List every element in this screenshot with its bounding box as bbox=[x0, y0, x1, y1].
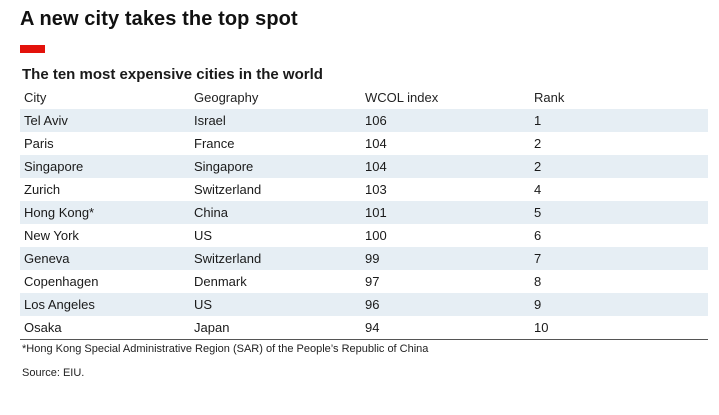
city-cell: Copenhagen bbox=[24, 274, 99, 289]
table-row: Osaka Japan 94 10 bbox=[20, 316, 708, 339]
geography-cell: Japan bbox=[194, 320, 230, 335]
wcol-index-cell: 100 bbox=[365, 228, 387, 243]
rank-cell: 7 bbox=[534, 251, 542, 266]
data-table: City Geography WCOL index Rank Tel Aviv I… bbox=[20, 87, 708, 340]
rank-cell: 9 bbox=[534, 297, 542, 312]
geography-cell: Singapore bbox=[194, 159, 254, 174]
footnote: *Hong Kong Special Administrative Region… bbox=[22, 343, 429, 355]
source-note: Source: EIU. bbox=[22, 367, 85, 379]
wcol-index-cell: 94 bbox=[365, 320, 380, 335]
column-header-city: City bbox=[24, 90, 47, 105]
table-row: Los Angeles US 96 9 bbox=[20, 293, 708, 316]
table-body: Tel Aviv Israel 106 1 Paris France 104 2 Singapo… bbox=[20, 109, 708, 339]
table-row: Paris France 104 2 bbox=[20, 132, 708, 155]
city-cell: Los Angeles bbox=[24, 297, 95, 312]
city-cell: Hong Kong* bbox=[24, 205, 95, 220]
rank-cell: 1 bbox=[534, 113, 542, 128]
geography-cell: France bbox=[194, 136, 235, 151]
table-bottom-rule bbox=[20, 339, 708, 340]
geography-cell: Israel bbox=[194, 113, 226, 128]
rank-cell: 10 bbox=[534, 320, 549, 335]
rank-cell: 8 bbox=[534, 274, 542, 289]
city-cell: Tel Aviv bbox=[24, 113, 68, 128]
rank-cell: 5 bbox=[534, 205, 542, 220]
column-header-geography: Geography bbox=[194, 90, 259, 105]
accent-bar bbox=[20, 45, 45, 53]
geography-cell: Switzerland bbox=[194, 182, 262, 197]
column-header-wcol-index: WCOL index bbox=[365, 90, 439, 105]
rank-cell: 6 bbox=[534, 228, 542, 243]
geography-cell: China bbox=[194, 205, 228, 220]
page-title: A new city takes the top spot bbox=[20, 8, 298, 30]
wcol-index-cell: 106 bbox=[365, 113, 387, 128]
geography-cell: Denmark bbox=[194, 274, 247, 289]
table-header-row: City Geography WCOL index Rank bbox=[20, 87, 708, 109]
table-row: Zurich Switzerland 103 4 bbox=[20, 178, 708, 201]
table-row: Geneva Switzerland 99 7 bbox=[20, 247, 708, 270]
city-cell: Paris bbox=[24, 136, 54, 151]
table-row: Tel Aviv Israel 106 1 bbox=[20, 109, 708, 132]
table-title: The ten most expensive cities in the wor… bbox=[22, 66, 323, 83]
city-cell: Zurich bbox=[24, 182, 61, 197]
table-row: New York US 100 6 bbox=[20, 224, 708, 247]
wcol-index-cell: 99 bbox=[365, 251, 380, 266]
wcol-index-cell: 97 bbox=[365, 274, 380, 289]
table-row: Copenhagen Denmark 97 8 bbox=[20, 270, 708, 293]
rank-cell: 2 bbox=[534, 159, 542, 174]
wcol-index-cell: 104 bbox=[365, 136, 387, 151]
table-row: Hong Kong* China 101 5 bbox=[20, 201, 708, 224]
city-cell: Singapore bbox=[24, 159, 84, 174]
column-header-rank: Rank bbox=[534, 90, 565, 105]
geography-cell: Switzerland bbox=[194, 251, 262, 266]
city-cell: New York bbox=[24, 228, 79, 243]
wcol-index-cell: 104 bbox=[365, 159, 387, 174]
city-cell: Osaka bbox=[24, 320, 62, 335]
wcol-index-cell: 101 bbox=[365, 205, 387, 220]
wcol-index-cell: 103 bbox=[365, 182, 387, 197]
city-cell: Geneva bbox=[24, 251, 70, 266]
rank-cell: 2 bbox=[534, 136, 542, 151]
table-row: Singapore Singapore 104 2 bbox=[20, 155, 708, 178]
geography-cell: US bbox=[194, 297, 213, 312]
wcol-index-cell: 96 bbox=[365, 297, 380, 312]
rank-cell: 4 bbox=[534, 182, 542, 197]
geography-cell: US bbox=[194, 228, 213, 243]
